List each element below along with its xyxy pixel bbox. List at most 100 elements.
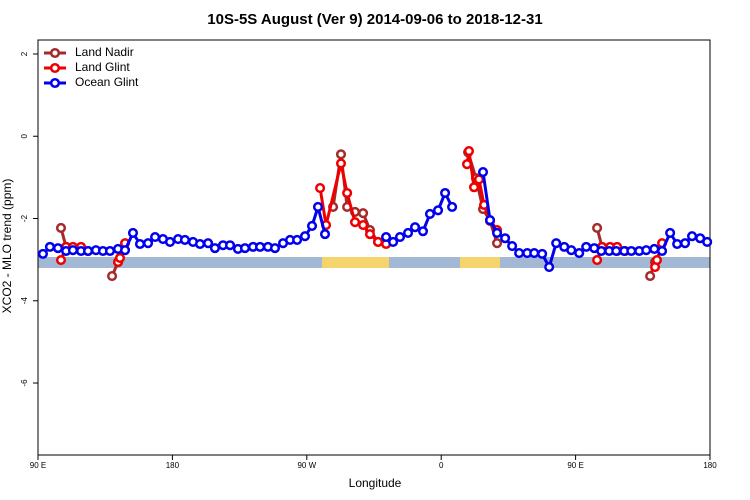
data-point xyxy=(702,236,713,247)
data-point xyxy=(306,220,318,231)
data-point xyxy=(672,238,683,250)
data-point xyxy=(107,271,118,282)
data-point xyxy=(37,248,48,259)
data-point xyxy=(312,201,324,213)
data-point xyxy=(179,234,190,245)
legend-marker xyxy=(49,62,61,74)
data-point xyxy=(596,245,607,257)
data-point xyxy=(114,252,126,264)
data-point xyxy=(507,241,518,252)
data-point xyxy=(82,245,94,257)
data-point xyxy=(687,231,698,242)
data-point xyxy=(381,231,392,243)
legend-label: Ocean Glint xyxy=(75,75,139,89)
data-point xyxy=(224,240,236,251)
data-point xyxy=(657,245,668,257)
data-point xyxy=(342,187,353,199)
y-axis-label: XCO2 - MLO trend (ppm) xyxy=(0,179,14,314)
data-point xyxy=(500,233,511,244)
land-ocean-strip xyxy=(38,257,710,268)
legend-marker xyxy=(49,77,61,89)
y-tick-label: 0 xyxy=(20,133,29,138)
data-point xyxy=(203,238,214,249)
data-point xyxy=(574,248,585,259)
data-point xyxy=(433,205,444,216)
data-point xyxy=(239,243,251,254)
data-point xyxy=(592,254,603,266)
y-tick-label: 2 xyxy=(20,51,29,56)
data-point xyxy=(544,261,555,273)
data-point xyxy=(477,166,489,178)
data-point xyxy=(537,248,548,259)
x-tick-label: 90 E xyxy=(30,461,46,470)
data-point xyxy=(209,243,221,254)
data-point xyxy=(680,238,691,249)
data-point xyxy=(484,215,496,226)
legend-label: Land Nadir xyxy=(75,45,134,59)
data-point xyxy=(447,201,458,213)
data-point xyxy=(665,227,676,238)
data-point xyxy=(52,243,64,254)
legend-marker xyxy=(49,47,61,59)
y-tick-label: -4 xyxy=(20,297,29,305)
data-point xyxy=(649,243,660,254)
data-point xyxy=(641,245,652,256)
data-point xyxy=(358,208,369,219)
data-point xyxy=(134,238,146,250)
data-point xyxy=(104,245,116,257)
plot-frame xyxy=(37,39,711,456)
data-point xyxy=(164,236,176,247)
data-point xyxy=(299,231,311,242)
data-point xyxy=(335,158,347,169)
data-point xyxy=(645,271,656,282)
data-point xyxy=(55,222,67,234)
x-tick-label: 180 xyxy=(703,461,717,470)
land-band xyxy=(322,257,389,268)
data-point xyxy=(394,231,406,243)
data-point xyxy=(364,229,376,240)
data-point xyxy=(514,248,525,259)
data-point xyxy=(143,238,154,249)
data-point xyxy=(469,182,480,193)
data-point xyxy=(461,159,473,170)
legend-item: Land Nadir xyxy=(44,45,134,59)
data-point xyxy=(194,238,206,250)
data-point xyxy=(120,245,131,256)
x-tick-label: 90 W xyxy=(297,461,316,470)
data-point xyxy=(463,146,475,157)
data-point xyxy=(651,254,663,266)
data-point xyxy=(255,241,266,252)
legend-label: Land Glint xyxy=(75,60,130,74)
data-point xyxy=(67,245,78,256)
data-point xyxy=(292,234,303,245)
land-band xyxy=(460,257,500,268)
data-point xyxy=(424,208,436,220)
data-point xyxy=(402,227,414,238)
data-point xyxy=(592,222,603,234)
data-point xyxy=(529,248,540,259)
data-point xyxy=(388,236,399,247)
data-point xyxy=(319,229,331,240)
data-point xyxy=(492,227,503,238)
data-point xyxy=(492,238,503,249)
data-point xyxy=(44,241,55,252)
x-tick-label: 180 xyxy=(166,461,180,470)
x-axis-label: Longitude xyxy=(349,476,402,490)
data-point xyxy=(440,187,451,199)
data-point xyxy=(315,183,326,194)
data-point xyxy=(372,236,384,247)
data-point xyxy=(127,227,139,238)
data-point xyxy=(566,245,577,256)
data-point xyxy=(417,226,429,237)
y-tick-label: -6 xyxy=(20,379,29,387)
data-point xyxy=(551,238,562,249)
legend-item: Land Glint xyxy=(44,60,130,74)
data-point xyxy=(55,254,67,266)
data-point xyxy=(269,243,281,254)
y-tick-label: -2 xyxy=(20,214,29,222)
chart-title: 10S-5S August (Ver 9) 2014-09-06 to 2018… xyxy=(207,11,542,28)
x-tick-label: 0 xyxy=(439,461,444,470)
x-tick-label: 90 E xyxy=(567,461,583,470)
data-point xyxy=(626,245,637,257)
